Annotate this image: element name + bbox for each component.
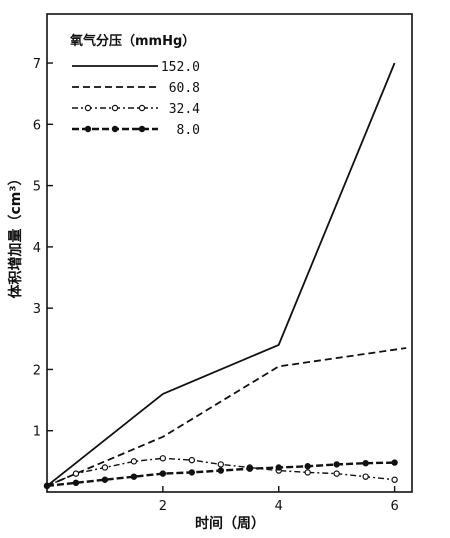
data-point [304,469,311,476]
data-point [188,469,196,476]
data-point [101,464,109,471]
legend-marker [138,125,146,133]
data-point [101,476,109,483]
y-axis-label: 体积增加量（cm³） [7,171,24,298]
y-tick-label: 2 [33,363,41,378]
legend-label: 152.0 [161,60,200,75]
y-tick-label: 4 [33,241,41,256]
data-point [362,459,369,467]
data-point [217,461,225,468]
legend-marker [138,104,146,112]
data-point [246,465,253,472]
data-point [159,470,167,477]
legend-marker [84,104,92,112]
data-point [72,479,80,487]
data-point [391,459,398,466]
data-point [130,458,138,465]
data-point [333,461,340,468]
data-point [391,476,398,483]
legend-label: 32.4 [169,102,200,117]
x-tick-label: 4 [275,499,283,514]
series-line [46,62,396,487]
legend-marker [84,125,92,133]
ticks: 2 4 6 1 2 3 4 5 6 7 [33,57,399,514]
series-152.0 [46,62,396,487]
data-point [275,464,282,471]
x-tick-label: 2 [159,499,167,514]
data-point [159,455,167,462]
y-tick-label: 6 [33,118,41,133]
x-axis-label: 时间（周） [195,515,265,532]
data-point [217,467,225,474]
plot-frame [46,13,413,493]
data-point [362,473,369,480]
legend-label: 60.8 [169,81,200,96]
x-tick-label: 6 [390,499,398,514]
legend-item: 32.4 [72,102,200,117]
legend-item: 60.8 [72,81,200,96]
legend-marker [111,104,119,112]
data-point [333,470,340,477]
legend-item: 152.0 [72,60,200,75]
data-point [130,473,138,480]
y-tick-label: 5 [33,180,41,195]
series-60.8 [46,347,407,487]
y-tick-label: 7 [33,57,41,72]
series-line [46,347,407,487]
data-point [72,470,80,477]
data-point [188,456,196,464]
legend-marker [111,125,119,133]
series-layer [43,62,407,490]
data-point [304,463,311,470]
legend: 氧气分压（mmHg） 152.0 60.8 32.4 8.0 [69,33,200,138]
axes [46,13,413,493]
legend-title: 氧气分压（mmHg） [69,33,195,49]
legend-label: 8.0 [177,123,200,138]
series-8.0 [43,459,398,490]
data-point [43,482,51,490]
legend-item: 8.0 [72,123,200,138]
legend-items: 152.0 60.8 32.4 8.0 [72,60,200,138]
y-tick-label: 1 [33,425,41,440]
y-tick-label: 3 [33,302,41,317]
